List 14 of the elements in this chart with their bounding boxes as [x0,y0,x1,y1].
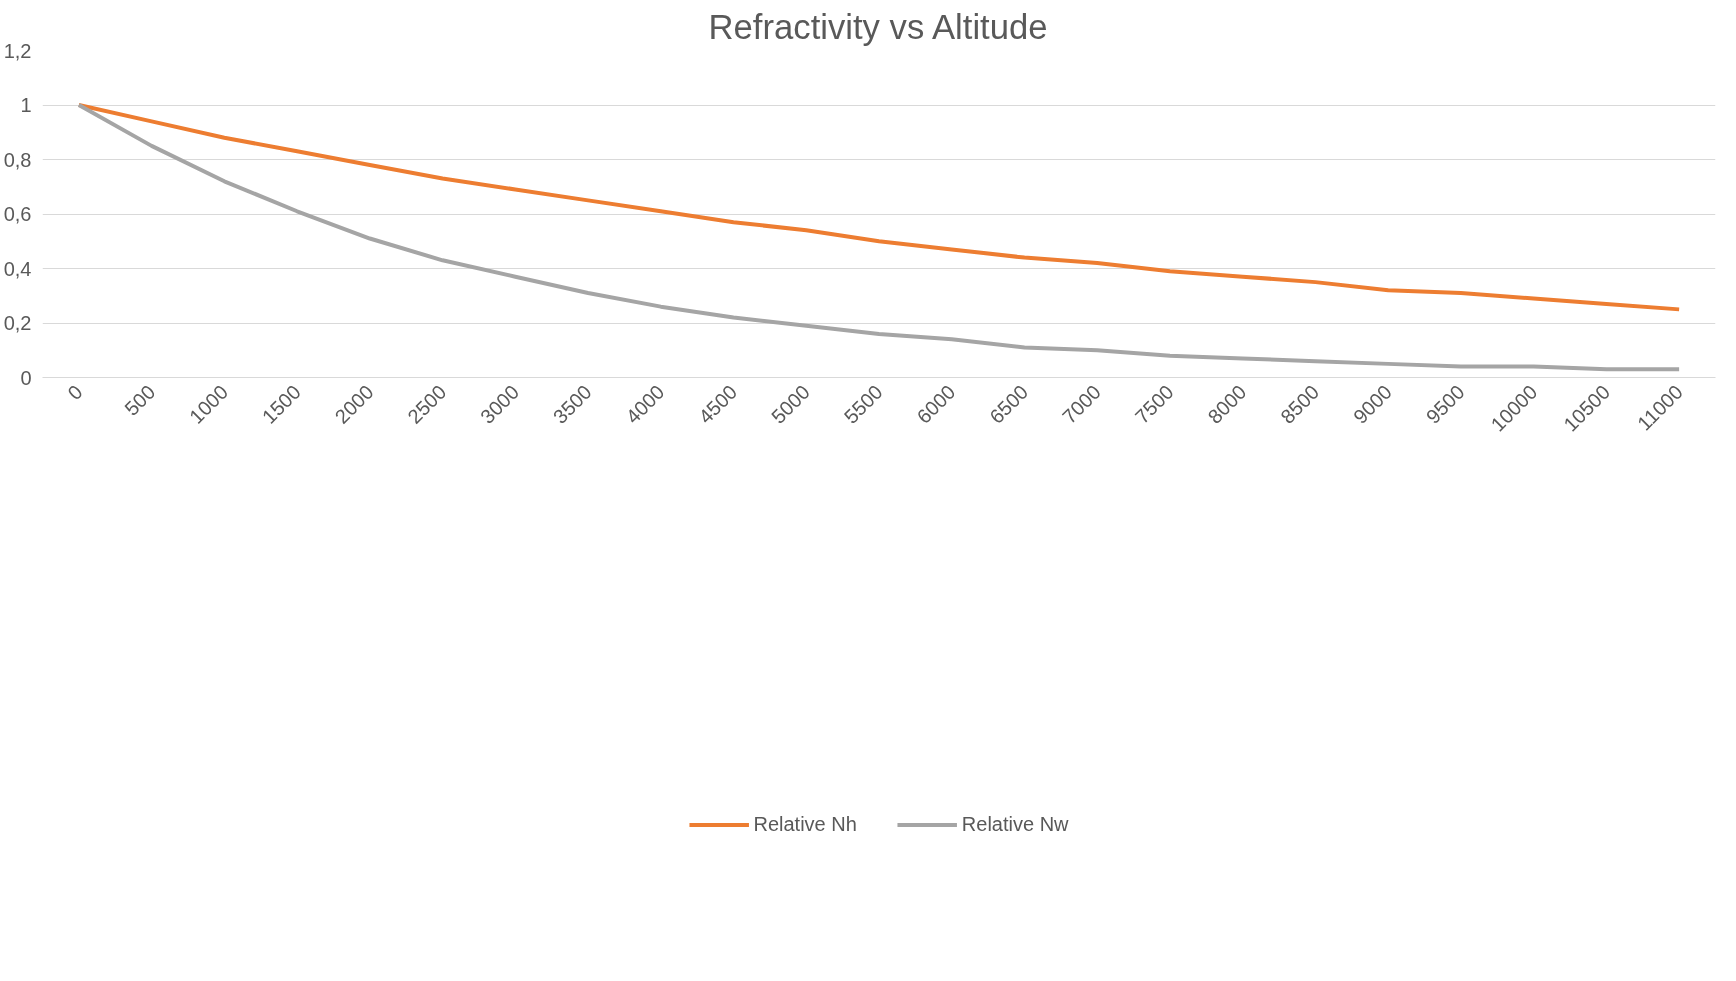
y-tick-label: 1 [20,94,32,116]
x-tick-label: 0 [63,380,87,405]
line-series [76,103,1682,372]
y-tick-label: 0,4 [3,257,32,280]
legend-label: Relative Nw [961,812,1069,836]
y-tick-label: 1,2 [3,39,32,62]
x-tick-label: 500 [120,380,160,420]
y-tick-label: 0,2 [3,312,32,334]
y-tick-label: 0,6 [3,203,32,225]
line-series [76,103,1682,312]
legend-label: Relative Nh [753,812,857,836]
y-tick-label: 0 [20,366,32,389]
chart-title: Refractivity vs Altitude [708,7,1048,46]
y-tick-label: 0,8 [3,148,32,171]
